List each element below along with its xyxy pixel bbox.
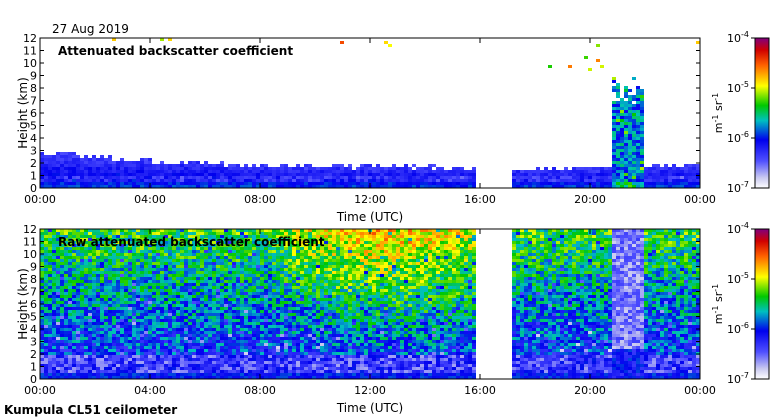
y-tick-label: 9 xyxy=(30,70,37,83)
x-tick-label: 00:00 xyxy=(684,384,716,397)
x-tick-label: 16:00 xyxy=(464,384,496,397)
colorbar-unit-label: m-1 sr-1 xyxy=(711,93,725,133)
y-tick-label: 10 xyxy=(23,248,37,261)
colorbar-tick-label: 10-4 xyxy=(727,30,749,45)
x-tick-label: 20:00 xyxy=(574,384,606,397)
y-axis-label: Height (km) xyxy=(16,268,30,339)
instrument-label: Kumpula CL51 ceilometer xyxy=(4,403,177,417)
x-tick-label: 12:00 xyxy=(354,193,386,206)
y-tick-label: 12 xyxy=(23,223,37,236)
x-tick-label: 00:00 xyxy=(24,193,56,206)
y-tick-label: 5 xyxy=(30,120,37,133)
panel-title: Raw attenuated backscatter coefficient xyxy=(58,235,325,249)
y-tick-label: 6 xyxy=(30,107,37,120)
colorbar: 10-7 10-6 10-5 10-4 m-1 sr-1 xyxy=(711,221,770,386)
colorbar-gradient xyxy=(754,37,770,189)
colorbar-tick-label: 10-5 xyxy=(727,271,749,286)
colorbar-tick-label: 10-5 xyxy=(727,80,749,95)
x-axis-label: Time (UTC) xyxy=(336,401,403,415)
y-tick-label: 4 xyxy=(30,132,37,145)
x-tick-label: 00:00 xyxy=(24,384,56,397)
y-tick-label: 3 xyxy=(30,145,37,158)
y-tick-label: 9 xyxy=(30,261,37,274)
x-axis-ticks: 00:00 04:00 08:00 12:00 16:00 20:00 00:00 xyxy=(24,38,716,206)
colorbar-tick-label: 10-7 xyxy=(727,180,749,195)
colorbar-tick-label: 10-7 xyxy=(727,371,749,386)
x-tick-label: 12:00 xyxy=(354,384,386,397)
y-tick-label: 0 xyxy=(30,182,37,195)
x-tick-label: 08:00 xyxy=(244,384,276,397)
y-tick-label: 7 xyxy=(30,286,37,299)
y-tick-label: 8 xyxy=(30,273,37,286)
backscatter-image xyxy=(40,229,700,379)
x-tick-label: 08:00 xyxy=(244,193,276,206)
colorbar-tick-label: 10-6 xyxy=(727,321,749,336)
y-tick-label: 2 xyxy=(30,157,37,170)
y-tick-label: 5 xyxy=(30,311,37,324)
y-tick-label: 11 xyxy=(23,236,37,249)
x-tick-label: 20:00 xyxy=(574,193,606,206)
panel-title: Attenuated backscatter coefficient xyxy=(58,44,293,58)
colorbar-tick-label: 10-6 xyxy=(727,130,749,145)
y-tick-label: 7 xyxy=(30,95,37,108)
y-tick-label: 3 xyxy=(30,336,37,349)
colorbar: 10-7 10-6 10-5 10-4 m-1 sr-1 xyxy=(711,30,770,195)
y-tick-label: 2 xyxy=(30,348,37,361)
colorbar-unit-label: m-1 sr-1 xyxy=(711,284,725,324)
y-axis-label: Height (km) xyxy=(16,77,30,148)
y-tick-label: 0 xyxy=(30,373,37,386)
y-tick-label: 6 xyxy=(30,298,37,311)
x-tick-label: 00:00 xyxy=(684,193,716,206)
x-tick-label: 16:00 xyxy=(464,193,496,206)
y-tick-label: 1 xyxy=(30,170,37,183)
backscatter-image xyxy=(40,38,700,188)
x-axis-label: Time (UTC) xyxy=(336,210,403,224)
y-tick-label: 8 xyxy=(30,82,37,95)
colorbar-tick-label: 10-4 xyxy=(727,221,749,236)
y-tick-label: 1 xyxy=(30,361,37,374)
y-tick-label: 12 xyxy=(23,32,37,45)
y-tick-label: 11 xyxy=(23,45,37,58)
x-tick-label: 04:00 xyxy=(134,384,166,397)
date-label: 27 Aug 2019 xyxy=(52,22,129,36)
y-tick-label: 4 xyxy=(30,323,37,336)
colorbar-gradient xyxy=(754,228,770,380)
y-tick-label: 10 xyxy=(23,57,37,70)
x-tick-label: 04:00 xyxy=(134,193,166,206)
x-axis-ticks: 00:00 04:00 08:00 12:00 16:00 20:00 00:00 xyxy=(24,229,716,397)
